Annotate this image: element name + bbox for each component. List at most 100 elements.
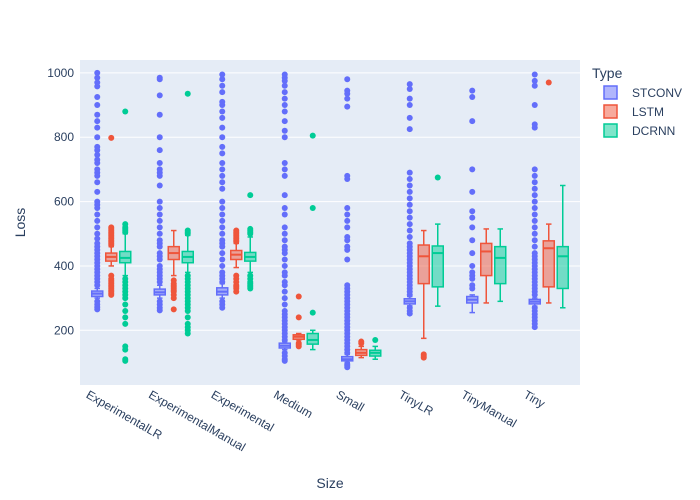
outlier-point bbox=[122, 346, 129, 353]
outlier-point bbox=[156, 243, 163, 250]
outlier-point bbox=[344, 349, 351, 356]
outlier-point bbox=[406, 291, 413, 298]
outlier-point bbox=[219, 179, 226, 186]
legend-label: LSTM bbox=[632, 105, 664, 119]
x-axis-title: Size bbox=[316, 475, 343, 491]
box bbox=[431, 245, 444, 288]
outlier-point bbox=[406, 114, 413, 121]
outlier-point bbox=[94, 124, 101, 131]
outlier-point bbox=[219, 89, 226, 96]
outlier-point bbox=[94, 118, 101, 125]
outlier-point bbox=[281, 224, 288, 231]
outlier-point bbox=[281, 282, 288, 289]
outlier-point bbox=[281, 118, 288, 125]
outlier-point bbox=[406, 214, 413, 221]
series-stconv bbox=[91, 69, 541, 371]
outlier-point bbox=[281, 336, 288, 343]
outlier-point bbox=[281, 166, 288, 173]
legend-swatch bbox=[603, 85, 618, 100]
outlier-point bbox=[469, 224, 476, 231]
outlier-point bbox=[94, 211, 101, 218]
outlier-point bbox=[281, 82, 288, 89]
outlier-point bbox=[94, 217, 101, 224]
x-tick-label: Small bbox=[334, 387, 367, 414]
outlier-point bbox=[358, 340, 365, 347]
outlier-point bbox=[281, 102, 288, 109]
outlier-point bbox=[184, 314, 191, 321]
outlier-point bbox=[94, 102, 101, 109]
outlier-point bbox=[122, 320, 129, 327]
outlier-point bbox=[344, 224, 351, 231]
outlier-point bbox=[219, 150, 226, 157]
outlier-point bbox=[531, 192, 538, 199]
outlier-point bbox=[531, 224, 538, 231]
outlier-point bbox=[469, 87, 476, 94]
outlier-point bbox=[219, 243, 226, 250]
outlier-point bbox=[406, 227, 413, 234]
outlier-point bbox=[531, 205, 538, 212]
outlier-point bbox=[469, 250, 476, 257]
outlier-point bbox=[94, 159, 101, 166]
outlier-point bbox=[344, 211, 351, 218]
outlier-point bbox=[344, 95, 351, 102]
y-tick-label: 400 bbox=[54, 259, 74, 273]
legend-item-stconv[interactable]: STCONV bbox=[603, 85, 682, 100]
outlier-point bbox=[281, 172, 288, 179]
outlier-point bbox=[219, 134, 226, 141]
outlier-point bbox=[219, 159, 226, 166]
outlier-point bbox=[281, 127, 288, 134]
outlier-point bbox=[469, 188, 476, 195]
outlier-point bbox=[344, 256, 351, 263]
plot-background bbox=[80, 60, 580, 385]
y-tick-label: 800 bbox=[54, 130, 74, 144]
outlier-point bbox=[94, 83, 101, 90]
outlier-point bbox=[156, 211, 163, 218]
y-axis-title: Loss bbox=[12, 208, 28, 238]
outlier-point bbox=[281, 250, 288, 257]
outlier-point bbox=[309, 205, 316, 212]
outlier-point bbox=[156, 76, 163, 83]
outlier-point bbox=[156, 111, 163, 118]
legend-title: Type bbox=[592, 65, 623, 81]
outlier-point bbox=[281, 262, 288, 269]
outlier-point bbox=[531, 324, 538, 331]
outlier-point bbox=[406, 201, 413, 208]
outlier-point bbox=[94, 151, 101, 158]
legend-item-lstm[interactable]: LSTM bbox=[603, 104, 664, 119]
outlier-point bbox=[247, 230, 254, 237]
outlier-point bbox=[406, 95, 413, 102]
outlier-point bbox=[156, 205, 163, 212]
outlier-point bbox=[219, 224, 226, 231]
outlier-point bbox=[94, 188, 101, 195]
legend-swatch bbox=[603, 104, 618, 119]
legend-item-dcrnn[interactable]: DCRNN bbox=[603, 123, 675, 138]
outlier-point bbox=[94, 205, 101, 212]
outlier-point bbox=[295, 343, 302, 350]
outlier-point bbox=[156, 279, 163, 286]
box bbox=[306, 332, 319, 345]
box bbox=[480, 242, 493, 277]
outlier-point bbox=[156, 224, 163, 231]
outlier-point bbox=[406, 188, 413, 195]
outlier-point bbox=[406, 176, 413, 183]
box bbox=[542, 240, 555, 288]
outlier-point bbox=[219, 71, 226, 78]
outlier-point bbox=[219, 217, 226, 224]
outlier-point bbox=[122, 301, 129, 308]
outlier-point bbox=[219, 114, 226, 121]
legend[interactable]: Type STCONV LSTM DCRNN bbox=[592, 65, 682, 138]
outlier-point bbox=[219, 304, 226, 311]
outlier-point bbox=[219, 279, 226, 286]
outlier-point bbox=[219, 256, 226, 263]
outlier-point bbox=[281, 295, 288, 302]
outlier-point bbox=[531, 179, 538, 186]
outlier-point bbox=[156, 307, 163, 314]
outlier-point bbox=[281, 211, 288, 218]
outlier-point bbox=[219, 76, 226, 83]
y-tick-label: 600 bbox=[54, 195, 74, 209]
outlier-point bbox=[156, 256, 163, 263]
x-tick-label: Tiny bbox=[521, 387, 547, 410]
outlier-point bbox=[94, 111, 101, 118]
outlier-point bbox=[469, 275, 476, 282]
